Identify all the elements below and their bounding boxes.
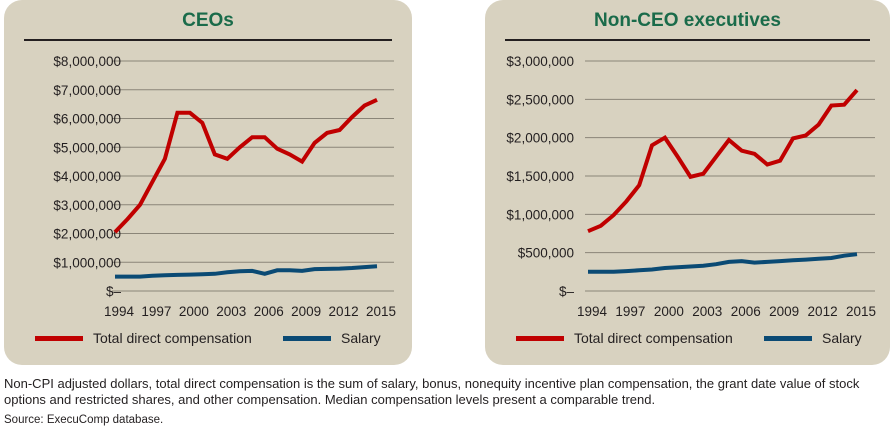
legend-swatch-red <box>35 335 83 341</box>
y-tick-label: $2,500,000 <box>506 92 574 107</box>
y-tick-label: $4,000,000 <box>53 169 121 184</box>
legend-item-salary: Salary <box>283 330 381 346</box>
chart-title: CEOs <box>182 10 234 31</box>
y-tick-label: $500,000 <box>518 246 574 261</box>
x-tick-label: 1994 <box>577 304 608 319</box>
y-tick-label: $3,000,000 <box>506 54 574 69</box>
y-tick-label: $1,000,000 <box>506 207 574 222</box>
footnote: Non-CPI adjusted dollars, total direct c… <box>4 376 860 407</box>
x-tick-label: 1994 <box>104 304 135 319</box>
x-tick-label: 2000 <box>654 304 684 319</box>
x-tick-label: 2000 <box>179 304 209 319</box>
source-note: Source: ExecuComp database. <box>4 414 164 426</box>
legend-label: Salary <box>822 330 862 346</box>
x-tick-label: 2012 <box>329 304 359 319</box>
x-tick-label: 1997 <box>141 304 171 319</box>
x-tick-label: 2009 <box>769 304 799 319</box>
total-direct-compensation-line <box>587 88 859 234</box>
ceo-line-chart: $– $1,000,000 $2,000,000 $3,000,000 $4,000,0… <box>53 54 396 319</box>
y-tick-label: $– <box>559 284 575 299</box>
legend-label: Salary <box>341 330 381 346</box>
y-tick-label: $1,500,000 <box>506 169 574 184</box>
y-tick-label: $1,000,000 <box>53 255 121 270</box>
x-tick-label: 2015 <box>366 304 396 319</box>
legend-swatch-blue <box>764 335 812 341</box>
y-tick-label: $2,000,000 <box>506 131 574 146</box>
x-tick-label: 2012 <box>808 304 838 319</box>
salary-line <box>115 264 378 279</box>
title-divider <box>505 39 870 41</box>
y-tick-label: $– <box>106 284 122 299</box>
legend-item-salary: Salary <box>764 330 862 346</box>
y-tick-label: $8,000,000 <box>53 54 121 69</box>
y-tick-label: $6,000,000 <box>53 112 121 127</box>
legend-item-total-direct-compensation: Total direct compensation <box>35 330 252 346</box>
ceo-chart-panel: CEOs $– $1,000,000 $2,000,000 $3,000,000 $4,… <box>4 0 412 365</box>
y-tick-label: $2,000,000 <box>53 227 121 242</box>
title-divider <box>24 39 392 41</box>
salary-line <box>588 252 858 274</box>
x-tick-label: 1997 <box>615 304 645 319</box>
x-tick-label: 2009 <box>291 304 321 319</box>
non-ceo-chart-panel: Non-CEO executives $– $500,000 $1,000,000 $… <box>485 0 890 365</box>
legend-label: Total direct compensation <box>93 330 252 346</box>
chart-title: Non-CEO executives <box>594 10 781 31</box>
non-ceo-line-chart: $– $500,000 $1,000,000 $1,500,000 $2,000,000… <box>506 54 876 319</box>
y-tick-label: $3,000,000 <box>53 198 121 213</box>
total-direct-compensation-line <box>113 97 378 234</box>
x-tick-label: 2006 <box>254 304 284 319</box>
y-tick-label: $7,000,000 <box>53 83 121 98</box>
x-tick-label: 2003 <box>216 304 246 319</box>
legend-item-total-direct-compensation: Total direct compensation <box>516 330 733 346</box>
x-tick-label: 2003 <box>692 304 722 319</box>
legend-label: Total direct compensation <box>574 330 733 346</box>
legend: Total direct compensation Salary <box>4 330 412 352</box>
y-tick-label: $5,000,000 <box>53 140 121 155</box>
x-tick-label: 2006 <box>731 304 761 319</box>
legend: Total direct compensation Salary <box>485 330 890 352</box>
x-tick-label: 2015 <box>846 304 876 319</box>
legend-swatch-blue <box>283 335 331 341</box>
legend-swatch-red <box>516 335 564 341</box>
